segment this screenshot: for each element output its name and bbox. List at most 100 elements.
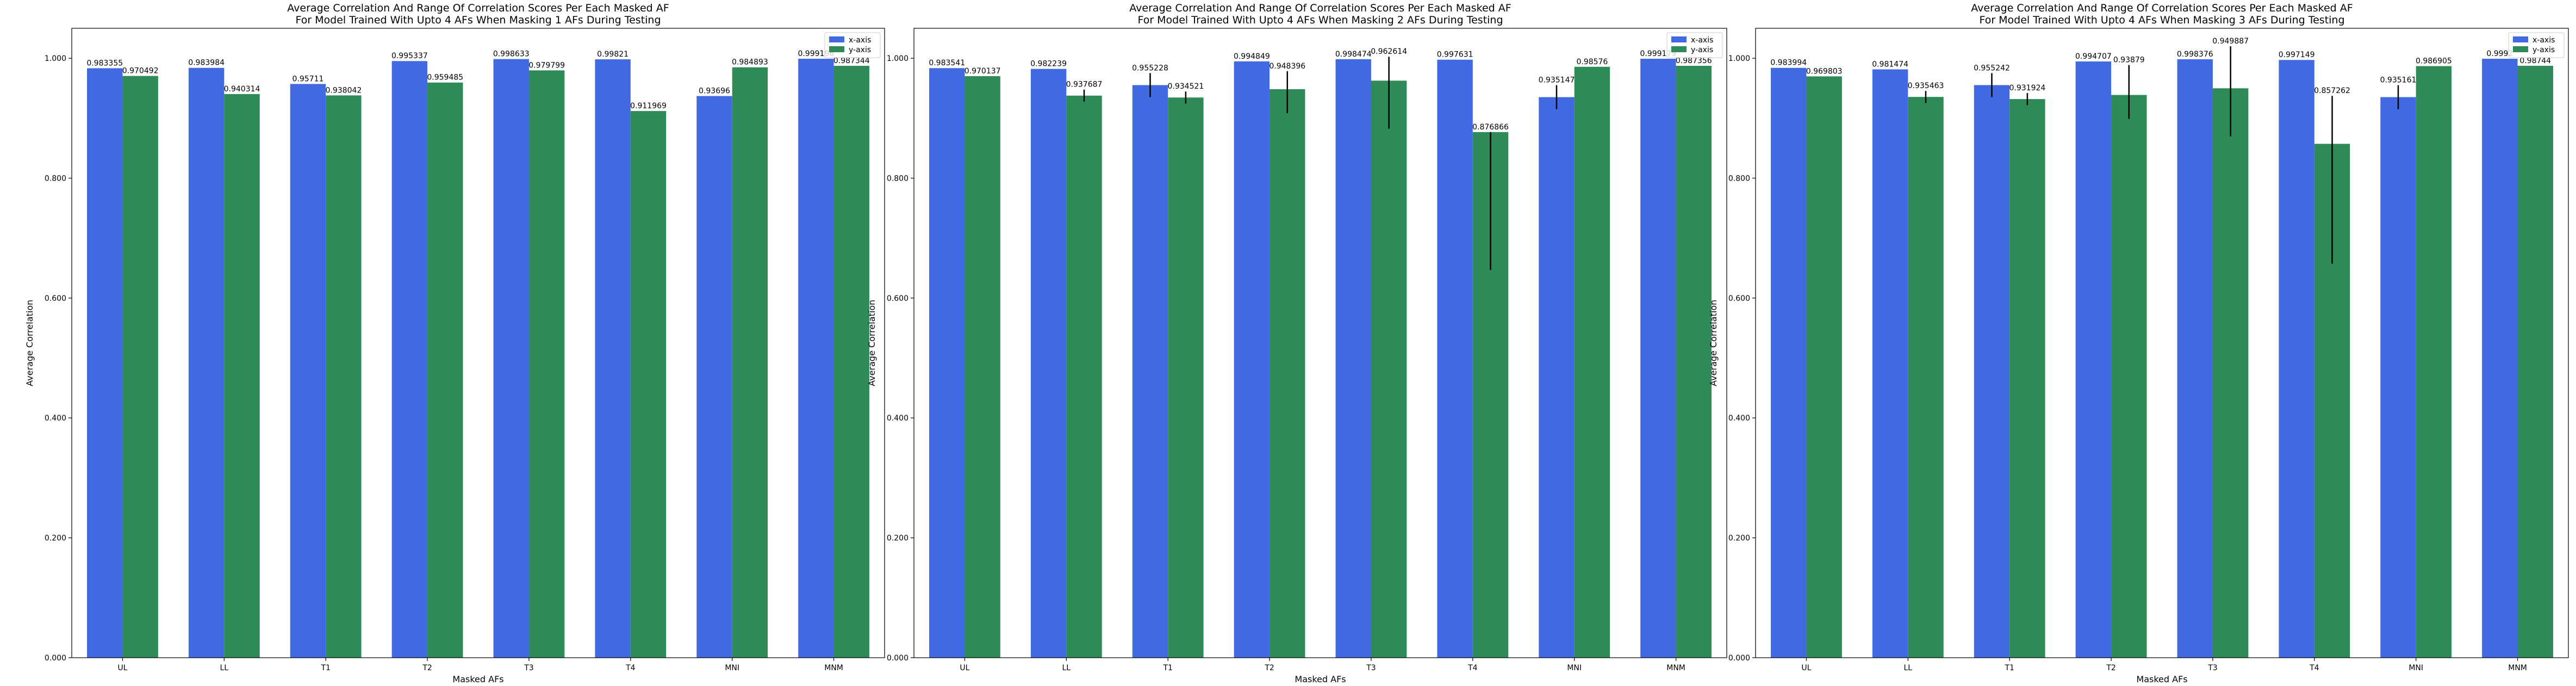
data-label: 0.935161 — [2380, 76, 2417, 85]
y-axis-label: Average Correlation — [1708, 300, 1719, 386]
data-label: 0.998633 — [493, 50, 530, 59]
bar-x-axis-T4 — [2279, 60, 2314, 658]
y-tick-label: 0.200 — [45, 534, 66, 543]
data-label: 0.983355 — [86, 59, 123, 67]
bar-y-axis-T3 — [528, 70, 565, 658]
y-axis-label: Average Correlation — [867, 300, 877, 386]
x-tick-label: MNM — [2508, 664, 2527, 672]
x-tick-label: MNI — [725, 664, 739, 672]
chart-title-line: For Model Trained With Upto 4 AFs When M… — [1137, 14, 1503, 26]
x-tick-label: LL — [1062, 664, 1071, 672]
bar-y-axis-MNM — [1676, 66, 1712, 658]
data-label: 0.959485 — [427, 73, 463, 82]
data-label: 0.983541 — [929, 59, 965, 67]
y-tick-label: 0.000 — [45, 654, 66, 663]
y-tick-label: 0.200 — [1728, 534, 1750, 543]
bar-y-axis-UL — [965, 76, 1000, 658]
data-label: 0.979799 — [528, 61, 565, 70]
legend-label-x-axis: x-axis — [849, 36, 871, 45]
chart-panel-1: Average Correlation And Range Of Correla… — [24, 2, 885, 684]
x-axis-label: Masked AFs — [2136, 674, 2187, 684]
x-tick-label: LL — [1904, 664, 1913, 672]
data-label: 0.935147 — [1539, 76, 1575, 85]
y-tick-label: 1.000 — [1728, 54, 1750, 63]
legend-label-y-axis: y-axis — [849, 46, 871, 54]
x-tick-label: UL — [960, 664, 969, 672]
legend-swatch-y-axis — [829, 46, 844, 52]
bar-x-axis-UL — [87, 68, 123, 658]
bar-y-axis-UL — [122, 76, 158, 658]
legend-label-x-axis: x-axis — [2533, 36, 2555, 45]
bar-y-axis-T1 — [1168, 97, 1204, 658]
chart-title-line: For Model Trained With Upto 4 AFs When M… — [1979, 14, 2344, 26]
bar-y-axis-UL — [1806, 76, 1842, 658]
bar-y-axis-MNM — [2517, 65, 2553, 658]
data-label: 0.935463 — [1908, 82, 1944, 90]
bar-y-axis-T3 — [2212, 88, 2249, 658]
bar-x-axis-T1 — [1132, 85, 1168, 658]
y-axis-label: Average Correlation — [24, 300, 35, 386]
chart-title: Average Correlation And Range Of Correla… — [1971, 2, 2353, 26]
data-label: 0.981474 — [1872, 60, 1908, 69]
data-label: 0.857262 — [2314, 86, 2350, 95]
bar-x-axis-T1 — [290, 84, 326, 658]
bar-x-axis-T4 — [1437, 59, 1473, 658]
x-tick-label: T4 — [2309, 664, 2319, 672]
plot-frame — [71, 28, 885, 658]
bar-y-axis-T2 — [427, 82, 463, 658]
legend-swatch-y-axis — [1671, 46, 1687, 52]
y-tick-label: 0.400 — [887, 414, 909, 423]
bar-x-axis-T4 — [595, 59, 631, 658]
x-axis-label: Masked AFs — [452, 674, 503, 684]
y-tick-label: 1.000 — [45, 54, 66, 63]
bar-x-axis-T1 — [1974, 85, 2010, 658]
data-label: 0.93696 — [699, 87, 730, 96]
legend-label-y-axis: y-axis — [1691, 46, 1713, 54]
bar-x-axis-MNI — [1539, 97, 1575, 658]
y-tick-label: 0.600 — [887, 294, 909, 303]
bar-x-axis-T2 — [1234, 61, 1270, 658]
legend-swatch-y-axis — [2513, 46, 2528, 52]
bar-x-axis-T3 — [493, 59, 529, 658]
data-label: 0.955242 — [1974, 64, 2010, 72]
bar-y-axis-MNI — [1574, 66, 1610, 658]
bar-y-axis-T2 — [1270, 89, 1305, 658]
data-label: 0.911969 — [630, 102, 667, 110]
x-tick-label: T1 — [2004, 664, 2014, 672]
y-tick-label: 0.800 — [45, 174, 66, 183]
data-label: 0.986905 — [2416, 57, 2452, 66]
data-label: 0.949887 — [2212, 37, 2249, 46]
x-tick-label: UL — [1801, 664, 1811, 672]
data-label: 0.93879 — [2113, 55, 2145, 64]
y-tick-label: 0.400 — [45, 414, 66, 423]
data-label: 0.948396 — [1269, 62, 1305, 71]
data-label: 0.98576 — [1576, 58, 1608, 66]
bar-x-axis-T3 — [2177, 59, 2213, 658]
data-label: 0.934521 — [1167, 82, 1204, 91]
data-label: 0.962614 — [1371, 47, 1407, 56]
data-label: 0.931924 — [2009, 84, 2045, 92]
data-label: 0.876866 — [1472, 123, 1509, 132]
data-label: 0.982239 — [1030, 60, 1067, 69]
x-tick-label: T2 — [422, 664, 432, 672]
y-tick-label: 0.200 — [887, 534, 909, 543]
x-tick-label: MNM — [1666, 664, 1685, 672]
bar-y-axis-MNI — [732, 67, 768, 658]
bar-x-axis-UL — [1771, 67, 1807, 658]
bar-y-axis-MNM — [833, 66, 869, 658]
legend-label-x-axis: x-axis — [1691, 36, 1713, 45]
y-tick-label: 0.800 — [887, 174, 909, 183]
data-label: 0.970137 — [965, 67, 1001, 76]
data-label: 0.994707 — [2075, 52, 2112, 61]
data-label: 0.9992 — [2486, 50, 2513, 58]
bar-x-axis-MNM — [1640, 58, 1676, 658]
y-tick-label: 0.000 — [887, 654, 909, 663]
chart-panel-3: Average Correlation And Range Of Correla… — [1708, 2, 2569, 684]
bar-x-axis-T3 — [1335, 59, 1371, 658]
bar-y-axis-T3 — [1371, 81, 1407, 658]
data-label: 0.997149 — [2279, 51, 2315, 59]
plot-frame — [1755, 28, 2569, 658]
